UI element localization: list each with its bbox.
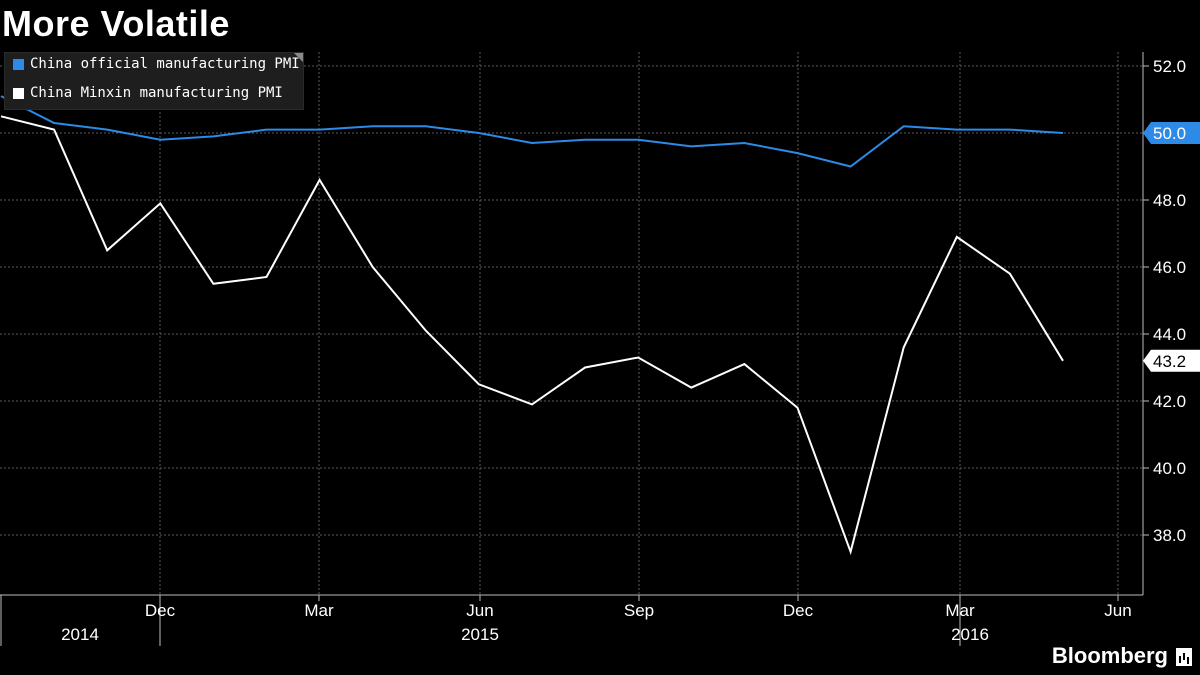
x-tick-label: Jun: [466, 601, 493, 620]
series-layer: [0, 95, 1064, 556]
grid-layer: [0, 52, 1143, 595]
legend: China Minxin manufacturing PMI China off…: [4, 52, 304, 110]
x-tick-label: Mar: [304, 601, 334, 620]
x-year-label: 2016: [951, 625, 989, 644]
x-year-label: 2015: [461, 625, 499, 644]
legend-item-minxin: China Minxin manufacturing PMI: [13, 82, 283, 104]
y-tick-label: 46.0: [1153, 258, 1186, 277]
x-tick-label: Mar: [945, 601, 975, 620]
y-tick-label: 42.0: [1153, 392, 1186, 411]
legend-swatch-official: [13, 58, 24, 70]
x-tick-label: Dec: [783, 601, 814, 620]
legend-corner-marker: [294, 53, 303, 62]
bloomberg-chart-icon: [1176, 648, 1192, 666]
y-tick-label: 44.0: [1153, 325, 1186, 344]
axis-layer: [0, 52, 1149, 646]
label-layer: 52.0 50.0 48.0 46.0 44.0 42.0 40.0 38.0 Dec Mar Ju…: [61, 57, 1200, 644]
y-tick-label: 38.0: [1153, 526, 1186, 545]
series-line-official: [0, 95, 1064, 168]
y-tick-label: 52.0: [1153, 57, 1186, 76]
legend-swatch-minxin: [13, 87, 24, 99]
chart-title: More Volatile: [2, 3, 230, 44]
y-tick-label: 40.0: [1153, 459, 1186, 478]
x-tick-label: Jun: [1104, 601, 1131, 620]
legend-item-official: China official manufacturing PMI: [13, 53, 300, 75]
bloomberg-logo-text: Bloomberg: [1051, 643, 1168, 668]
y-tick-label: 48.0: [1153, 191, 1186, 210]
last-value-label: 50.0: [1153, 124, 1186, 143]
last-value-tag: [1143, 122, 1200, 144]
last-value-label: 43.2: [1153, 352, 1186, 371]
x-tick-label: Dec: [145, 601, 176, 620]
last-value-tag: [1143, 349, 1200, 372]
x-tick-label: Sep: [624, 601, 654, 620]
series-line-minxin: [0, 115, 1064, 556]
legend-label-official: China official manufacturing PMI: [30, 56, 300, 72]
legend-label-minxin: China Minxin manufacturing PMI: [30, 85, 283, 101]
x-year-label: 2014: [61, 625, 99, 644]
